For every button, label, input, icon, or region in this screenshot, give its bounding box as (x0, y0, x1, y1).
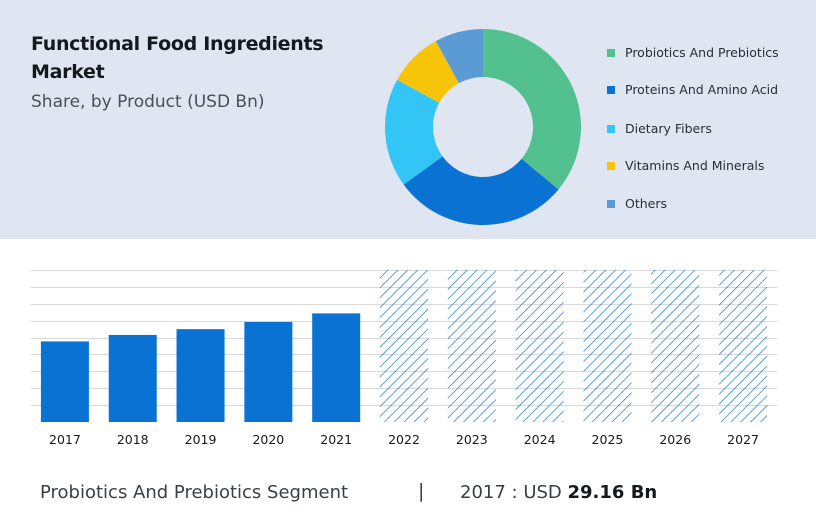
bar (244, 321, 293, 422)
x-tick-label: 2021 (320, 432, 353, 447)
x-tick-label: 2017 (49, 432, 81, 447)
x-tick-label: 2020 (252, 432, 285, 447)
legend-label: Probiotics And Prebiotics (625, 45, 779, 60)
bar (312, 313, 361, 422)
bar-chart (31, 270, 777, 422)
chart-subtitle: Share, by Product (USD Bn) (31, 92, 265, 112)
x-tick-label: 2026 (659, 432, 692, 447)
legend-swatch (607, 125, 615, 133)
footer-year-label: 2017 : USD (460, 482, 568, 503)
bar (40, 341, 89, 422)
pie-slice (403, 156, 559, 225)
forecast-bar (583, 270, 632, 422)
x-tick-label: 2025 (591, 432, 624, 447)
footer-value: 2017 : USD 29.16 Bn (460, 482, 657, 503)
x-tick-label: 2019 (184, 432, 217, 447)
pie-slice (483, 29, 581, 190)
x-tick-label: 2022 (388, 432, 420, 447)
legend-label: Proteins And Amino Acid (625, 82, 779, 97)
pie-slice (385, 79, 443, 185)
donut-chart (385, 29, 581, 225)
chart-title: Functional Food Ingredients Market (31, 33, 324, 83)
legend-swatch (607, 162, 615, 170)
forecast-bar (515, 270, 564, 422)
legend-swatch (607, 86, 615, 94)
x-tick-label: 2023 (455, 432, 488, 447)
footer-separator: | (418, 480, 425, 502)
x-tick-label: 2024 (523, 432, 556, 447)
x-tick-label: 2027 (727, 432, 759, 447)
footer-value-amount: 29.16 Bn (567, 482, 658, 503)
legend-swatch (607, 200, 615, 208)
bar (176, 329, 225, 422)
pie-slice (397, 41, 459, 103)
forecast-bar (380, 270, 428, 422)
bar (108, 334, 157, 422)
legend-label: Vitamins And Minerals (625, 158, 765, 173)
legend-label: Others (625, 196, 668, 211)
pie-slice (435, 29, 483, 84)
footer-segment: Probiotics And Prebiotics Segment (40, 482, 349, 503)
x-tick-label: 2018 (116, 432, 149, 447)
x-axis-labels: 2017 2018 2019 2020 2021 2022 2023 2024 2025 2026… (31, 432, 777, 452)
legend-swatch (607, 49, 615, 57)
forecast-bar (719, 270, 768, 422)
legend-label: Dietary Fibers (625, 121, 712, 136)
forecast-bar (447, 270, 496, 422)
forecast-bar (651, 270, 700, 422)
